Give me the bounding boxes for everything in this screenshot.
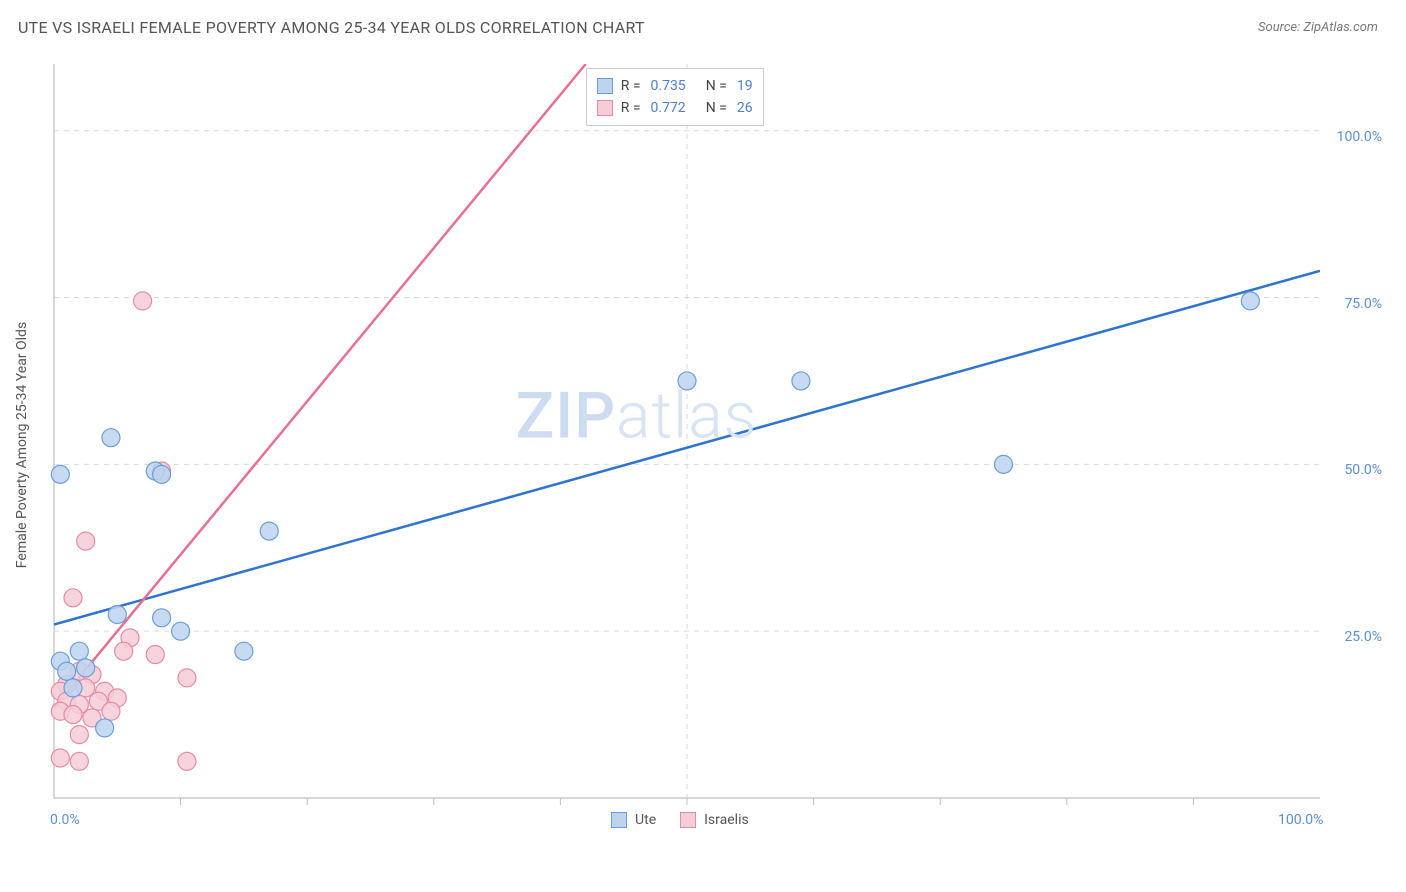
legend-swatch [597, 100, 613, 116]
x-tick-label: 100.0% [1278, 812, 1323, 828]
series-legend-item: Ute [611, 812, 656, 828]
legend-n-label: N = [706, 97, 727, 119]
chart-title: UTE VS ISRAELI FEMALE POVERTY AMONG 25-3… [18, 18, 645, 37]
series-name: Ute [635, 812, 656, 828]
legend-r-value: 0.735 [651, 75, 686, 97]
series-legend: Ute Israelis [611, 812, 749, 828]
legend-swatch [597, 78, 613, 94]
chart-area: Female Poverty Among 25-34 Year Olds ZIP… [50, 50, 1390, 840]
series-name: Israelis [704, 812, 749, 828]
legend-r-value: 0.772 [651, 97, 686, 119]
legend-swatch [611, 812, 627, 828]
legend-n-label: N = [706, 75, 727, 97]
y-tick-label: 100.0% [1337, 129, 1382, 145]
legend-row: R = 0.772 N = 26 [597, 97, 753, 119]
legend-row: R = 0.735 N = 19 [597, 75, 753, 97]
legend-n-value: 26 [737, 97, 753, 119]
y-tick-label: 75.0% [1344, 296, 1382, 312]
correlation-legend: R = 0.735 N = 19 R = 0.772 N = 26 [586, 68, 764, 127]
legend-r-label: R = [621, 75, 641, 97]
x-tick-label: 0.0% [50, 812, 80, 828]
series-legend-item: Israelis [680, 812, 749, 828]
source-attribution: Source: ZipAtlas.com [1258, 20, 1378, 35]
legend-r-label: R = [621, 97, 641, 119]
y-tick-label: 25.0% [1344, 629, 1382, 645]
legend-swatch [680, 812, 696, 828]
y-tick-label: 50.0% [1344, 462, 1382, 478]
legend-n-value: 19 [737, 75, 753, 97]
scatter-plot [50, 50, 1390, 840]
y-axis-label: Female Poverty Among 25-34 Year Olds [14, 322, 30, 568]
